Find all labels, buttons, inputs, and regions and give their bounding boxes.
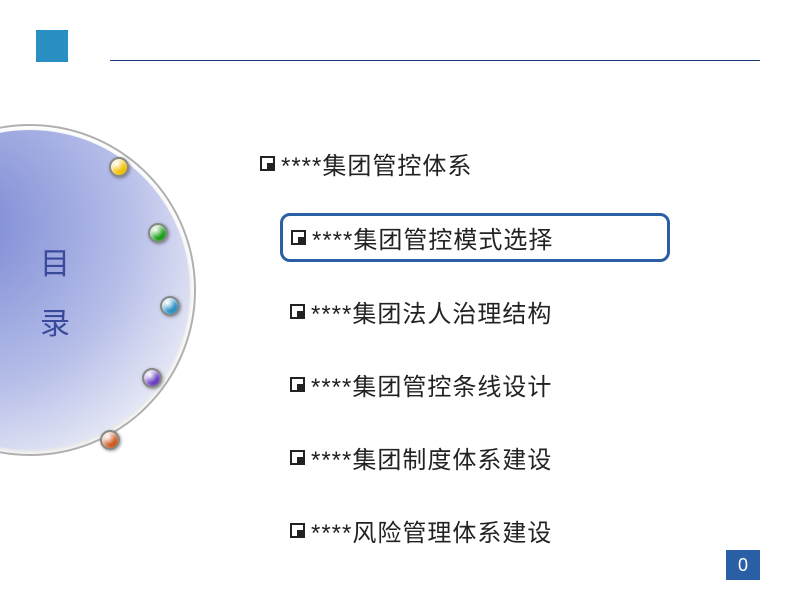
toc-items: ****集团管控体系 ****集团管控模式选择 ****集团法人治理结构 ****集团… bbox=[250, 140, 710, 580]
arc-bead-icon bbox=[100, 430, 120, 450]
toc-item-text: ****集团管控模式选择 bbox=[312, 220, 553, 255]
toc-item: ****集团法人治理结构 bbox=[280, 288, 710, 335]
toc-item-text: ****集团制度体系建设 bbox=[311, 440, 552, 475]
toc-item: ****集团制度体系建设 bbox=[280, 434, 710, 481]
bullet-square-icon bbox=[260, 156, 275, 171]
toc-item: ****集团管控条线设计 bbox=[280, 361, 710, 408]
page-number-badge: 0 bbox=[726, 550, 760, 580]
toc-item: ****集团管控体系 bbox=[250, 140, 710, 187]
bullet-square-icon bbox=[290, 304, 305, 319]
toc-label-char2: 录 bbox=[40, 295, 72, 355]
bullet-square-icon bbox=[291, 230, 306, 245]
page-number: 0 bbox=[738, 555, 748, 576]
toc-item-text: ****风险管理体系建设 bbox=[311, 513, 552, 548]
bullet-square-icon bbox=[290, 523, 305, 538]
arc-bead-icon bbox=[160, 296, 180, 316]
toc-item-text: ****集团管控体系 bbox=[281, 146, 472, 181]
toc-item: ****集团管控模式选择 bbox=[280, 213, 670, 262]
toc-item-text: ****集团管控条线设计 bbox=[311, 367, 552, 402]
header-square-icon bbox=[36, 30, 68, 62]
arc-fill bbox=[0, 130, 190, 450]
toc-item-text: ****集团法人治理结构 bbox=[311, 294, 552, 329]
arc-bead-icon bbox=[148, 223, 168, 243]
toc-label: 目 录 bbox=[40, 235, 72, 355]
arc-graphic bbox=[0, 130, 190, 450]
bullet-square-icon bbox=[290, 377, 305, 392]
toc-label-char1: 目 bbox=[40, 235, 72, 295]
bullet-square-icon bbox=[290, 450, 305, 465]
arc-bead-icon bbox=[109, 157, 129, 177]
header-divider bbox=[110, 60, 760, 61]
arc-bead-icon bbox=[142, 368, 162, 388]
toc-item: ****风险管理体系建设 bbox=[280, 507, 710, 554]
